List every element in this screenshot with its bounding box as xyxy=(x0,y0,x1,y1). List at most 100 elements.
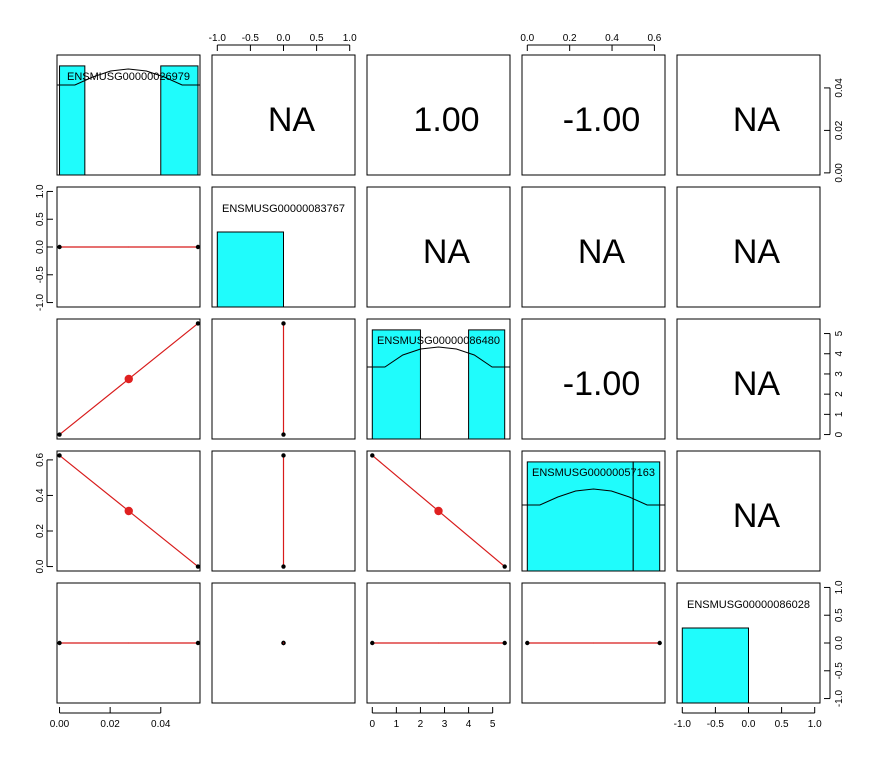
tick-label: 0.2 xyxy=(35,524,46,538)
histogram-bar xyxy=(526,461,634,572)
tick-label: 0.0 xyxy=(277,33,291,44)
panel-r4-c4: ENSMUSG00000057163 xyxy=(521,450,666,572)
tick-label: 0.0 xyxy=(35,559,46,573)
scatter-point xyxy=(281,564,286,569)
correlation-value: 1.00 xyxy=(413,101,479,139)
scatter-point xyxy=(195,244,201,250)
center-point xyxy=(282,378,285,380)
panel-border xyxy=(676,54,821,176)
tick-label: 0.4 xyxy=(605,33,619,44)
tick-label: 0.04 xyxy=(834,78,845,98)
tick-label: 0.02 xyxy=(100,719,120,730)
right-axis-5: -1.0 -0.5 0.0 0.5 1.0 xyxy=(824,580,845,707)
correlation-value: NA xyxy=(733,365,781,403)
tick-label: 5 xyxy=(834,330,845,336)
scatter-point xyxy=(195,640,201,646)
tick-label: 4 xyxy=(834,351,845,357)
density-curve xyxy=(367,346,510,368)
panel-border xyxy=(521,450,666,572)
density-curve xyxy=(57,68,200,86)
center-point xyxy=(128,246,130,248)
panel-r3-c5: NA xyxy=(676,318,821,440)
scatter-point xyxy=(281,321,286,326)
left-axis-2: -1.0 -0.5 0.0 0.5 1.0 xyxy=(35,184,53,311)
panel-border xyxy=(676,450,821,572)
tick-label: -0.5 xyxy=(834,662,845,680)
panel-r4-c5: NA xyxy=(676,450,821,572)
tick-label: 0.5 xyxy=(35,212,46,226)
tick-label: 3 xyxy=(834,371,845,377)
histogram-bar xyxy=(371,329,421,440)
center-point xyxy=(437,642,440,644)
panel-border xyxy=(366,318,511,440)
tick-label: 1.0 xyxy=(343,33,357,44)
panel-border xyxy=(521,318,666,440)
scatter-point xyxy=(57,640,62,646)
scatter-point xyxy=(281,453,286,458)
histogram-bar xyxy=(681,627,750,704)
panel-r1-c2: NA xyxy=(211,54,356,176)
tick-label: 1.0 xyxy=(808,719,822,730)
tick-label: 0.2 xyxy=(563,33,577,44)
panel-border xyxy=(676,186,821,308)
tick-label: 0.02 xyxy=(834,120,845,140)
panel-r2-c2: ENSMUSG00000083767 xyxy=(211,186,356,308)
panel-r4-c3 xyxy=(366,450,511,572)
panel-r2-c4: NA xyxy=(521,186,666,308)
histogram-bar xyxy=(632,461,661,572)
panel-r2-c5: NA xyxy=(676,186,821,308)
top-axis-4: 0.0 0.2 0.4 0.6 xyxy=(520,33,662,51)
scatter-point xyxy=(370,640,375,646)
tick-label: -1.0 xyxy=(834,690,845,708)
panel-r1-c3: 1.00 xyxy=(366,54,511,176)
center-point xyxy=(124,374,133,384)
scatter-point xyxy=(502,640,507,646)
panel-r5-c1 xyxy=(56,582,201,704)
left-axis-4: 0.0 0.2 0.4 0.6 xyxy=(35,453,53,574)
panel-border xyxy=(211,582,356,704)
panel-border xyxy=(366,186,511,308)
panel-border xyxy=(56,318,201,440)
tick-label: -1.0 xyxy=(209,33,227,44)
panel-border xyxy=(676,318,821,440)
correlation-value: -1.00 xyxy=(563,365,641,403)
correlation-value: NA xyxy=(268,101,316,139)
tick-label: -1.0 xyxy=(674,719,692,730)
correlation-value: NA xyxy=(578,233,626,271)
correlation-value: -1.00 xyxy=(563,101,641,139)
tick-label: 0.0 xyxy=(834,636,845,650)
panel-border xyxy=(676,582,821,704)
tick-label: 2 xyxy=(834,391,845,397)
tick-label: 0.0 xyxy=(35,240,46,254)
panel-border xyxy=(56,450,201,572)
tick-label: 0.4 xyxy=(35,488,46,502)
variable-label: ENSMUSG00000086480 xyxy=(377,335,500,347)
bottom-axis-1: 0.00 0.02 0.04 xyxy=(50,707,171,730)
scatter-point xyxy=(281,432,286,437)
panel-border xyxy=(56,582,201,704)
histogram-bar xyxy=(216,231,284,308)
panel-r4-c2 xyxy=(211,450,356,572)
panel-border xyxy=(521,582,666,704)
panel-r5-c5: ENSMUSG00000086028 xyxy=(676,582,821,704)
tick-label: 0.00 xyxy=(834,163,845,183)
scatter-point xyxy=(195,321,201,326)
tick-label: 3 xyxy=(442,719,448,730)
top-axis-2: -1.0 -0.5 0.0 0.5 1.0 xyxy=(209,33,357,51)
panel-r3-c1 xyxy=(56,318,201,440)
histogram-bar xyxy=(468,329,506,440)
tick-label: 0.0 xyxy=(742,719,756,730)
scatter-point xyxy=(57,244,62,250)
center-point xyxy=(282,642,285,644)
tick-label: 4 xyxy=(466,719,472,730)
tick-label: 0.5 xyxy=(310,33,324,44)
panel-r5-c2 xyxy=(211,582,356,704)
center-point xyxy=(434,506,443,516)
tick-label: 1.0 xyxy=(834,580,845,594)
panel-border xyxy=(211,318,356,440)
correlation-value: NA xyxy=(733,233,781,271)
center-point xyxy=(128,642,130,644)
correlation-value: NA xyxy=(423,233,471,271)
variable-label: ENSMUSG00000026979 xyxy=(67,71,190,83)
